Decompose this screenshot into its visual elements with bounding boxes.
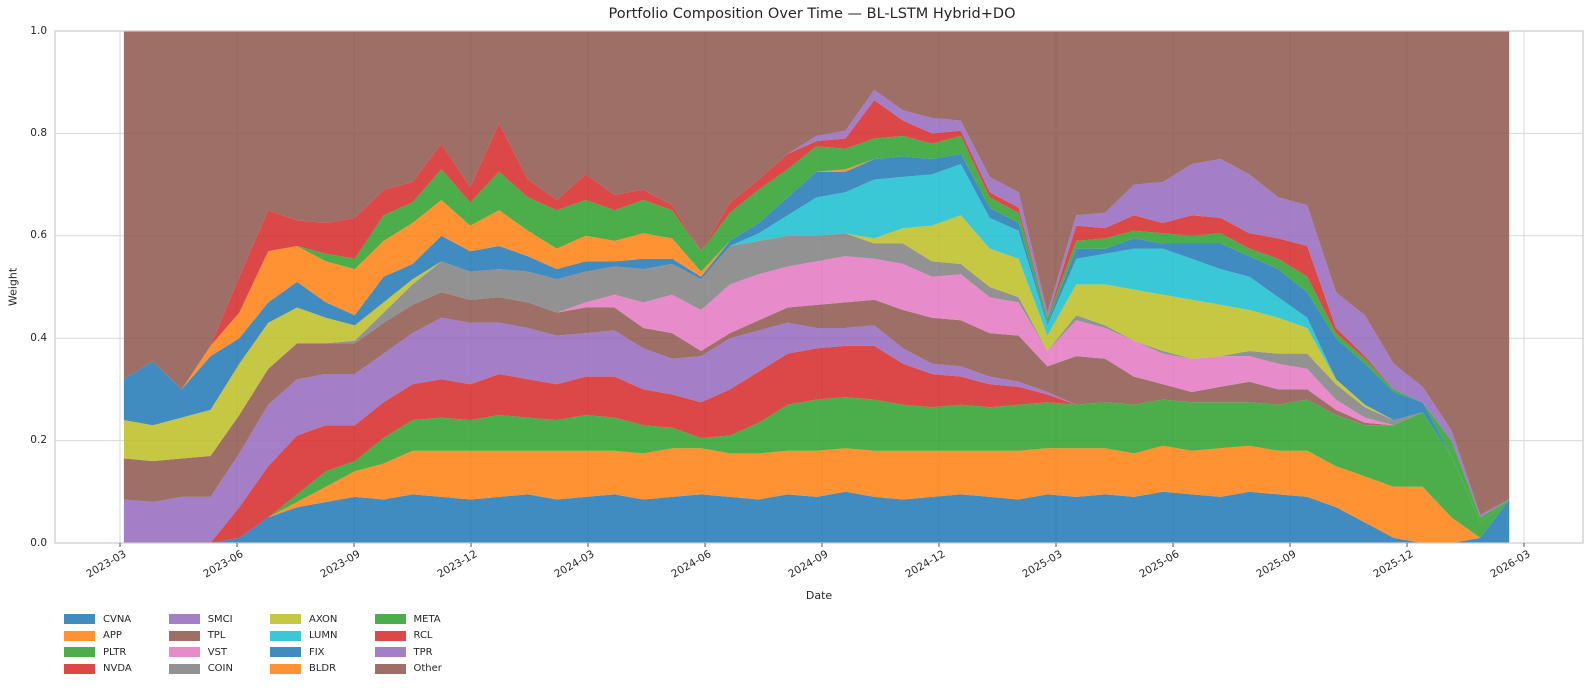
area-series-BLDR <box>123 153 1510 523</box>
legend-item-AXON: AXON <box>269 613 338 625</box>
legend-item-NVDA: NVDA <box>64 663 132 674</box>
y-tick-label: 0.4 <box>30 331 47 344</box>
legend-swatch-META <box>374 614 406 625</box>
area-series-TPR <box>123 89 1510 518</box>
y-tick-label: 0.8 <box>30 126 47 139</box>
area-series-APP <box>123 445 1510 543</box>
legend-label: TPR <box>413 646 433 658</box>
legend-label: BLDR <box>308 663 337 675</box>
legend-item-APP: APP <box>64 630 132 641</box>
legend-item-CVNA: CVNA <box>64 614 132 625</box>
legend-label: LUMN <box>308 630 338 642</box>
legend-swatch-Other <box>374 663 406 674</box>
y-tick-label: 0.0 <box>30 536 47 549</box>
legend-item-TPL: TPL <box>168 630 233 642</box>
legend-label: FIX <box>308 646 325 658</box>
legend-item-RCL: RCL <box>374 630 442 642</box>
legend-label: META <box>413 613 441 625</box>
legend-label: SMCI <box>207 613 233 625</box>
legend-swatch-RCL <box>374 630 406 641</box>
legend-swatch-FIX <box>269 647 301 658</box>
legend-label: NVDA <box>103 663 132 675</box>
legend-item-LUMN: LUMN <box>269 630 338 642</box>
legend-label: AXON <box>308 613 338 625</box>
legend-item-BLDR: BLDR <box>269 663 338 675</box>
legend-label: RCL <box>413 630 433 642</box>
legend-swatch-APP <box>64 630 95 641</box>
x-axis-label: Date <box>805 589 833 602</box>
legend-swatch-LUMN <box>269 630 301 641</box>
legend-item-TPR: TPR <box>374 646 442 658</box>
legend-swatch-SMCI <box>168 614 200 625</box>
axes-spines <box>54 30 1584 544</box>
legend-label: PLTR <box>103 646 127 658</box>
legend-swatch-VST <box>168 647 200 658</box>
area-series-SMCI <box>123 317 1510 543</box>
legend-swatch-TPL <box>168 630 200 641</box>
legend-item-FIX: FIX <box>269 646 338 658</box>
legend-label: TPL <box>207 630 226 642</box>
area-series-NVDA <box>123 345 1510 543</box>
legend-item-META: META <box>374 613 442 625</box>
area-series-LUMN <box>123 164 1510 523</box>
legend-label: APP <box>103 630 122 642</box>
area-series-PLTR <box>123 397 1510 543</box>
legend-swatch-NVDA <box>64 663 95 674</box>
legend-label: CVNA <box>103 613 132 625</box>
legend-swatch-CVNA <box>64 614 95 625</box>
y-tick-label: 0.6 <box>30 229 47 242</box>
legend-swatch-COIN <box>168 663 200 674</box>
legend-item-VST: VST <box>168 646 233 658</box>
area-series-CVNA <box>123 491 1510 543</box>
legend-swatch-PLTR <box>64 647 95 658</box>
y-tick-label: 1.0 <box>30 24 47 37</box>
legend-item-PLTR: PLTR <box>64 647 132 658</box>
y-tick-label: 0.2 <box>30 434 47 447</box>
area-series-Other <box>123 31 1510 515</box>
area-series-FIX <box>123 153 1510 523</box>
legend-item-Other: Other <box>374 663 442 675</box>
chart-title: Portfolio Composition Over Time — BL-LST… <box>608 6 1016 22</box>
legend-label: VST <box>207 646 227 658</box>
legend-label: Other <box>413 663 442 675</box>
legend-swatch-AXON <box>269 614 301 625</box>
y-axis-label: Weight <box>6 267 20 307</box>
legend-swatch-BLDR <box>269 663 301 674</box>
legend: CVNA APP PLTR NVDA SMCI TPL VST COIN AXON LUMN FIX… <box>64 611 442 677</box>
legend-item-COIN: COIN <box>168 663 233 675</box>
legend-label: COIN <box>207 663 233 675</box>
legend-swatch-TPR <box>374 647 406 658</box>
legend-item-SMCI: SMCI <box>168 613 233 625</box>
